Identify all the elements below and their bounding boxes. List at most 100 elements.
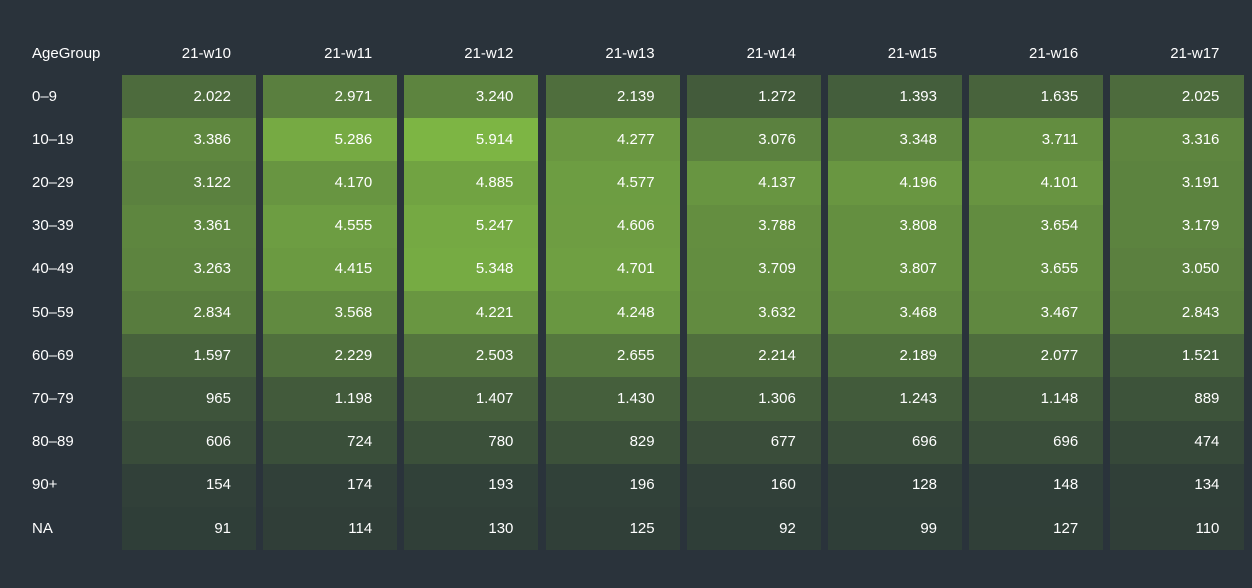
cell-value: 4.101	[1040, 174, 1079, 191]
cell-value: 2.022	[193, 87, 231, 105]
row-label-20–29: 20–29	[32, 174, 74, 191]
heatmap-cell	[122, 291, 256, 335]
heatmap-cell	[1110, 377, 1245, 421]
heatmap-cell	[1110, 75, 1245, 119]
heatmap-cell	[545, 75, 680, 119]
heatmap-cell	[404, 334, 539, 378]
cell-value: 125	[629, 519, 655, 537]
heatmap-cell	[263, 75, 398, 119]
cell-value: 1.393	[899, 87, 937, 105]
row-label-80–89: 80–89	[32, 433, 74, 451]
heatmap-cell	[263, 291, 398, 335]
heatmap-cell	[545, 507, 680, 551]
cell-value: 1.521	[1181, 346, 1220, 364]
heatmap-cell	[545, 118, 680, 162]
heatmap-cell	[969, 334, 1104, 378]
cell-value: 3.808	[899, 217, 937, 235]
heatmap-cell	[969, 118, 1104, 162]
row-label-30–39: 30–39	[32, 217, 74, 235]
heatmap-cell	[686, 75, 821, 119]
cell-value: 780	[488, 433, 514, 451]
heatmap-cell	[686, 291, 821, 335]
heatmap-cell	[969, 420, 1104, 464]
cell-value: 724	[347, 433, 373, 451]
row-label-50–59: 50–59	[32, 303, 74, 321]
cell-value: 3.467	[1040, 303, 1079, 321]
cell-value: 134	[1194, 476, 1220, 494]
cell-value: 4.555	[334, 217, 373, 235]
heatmap-cell	[404, 161, 539, 205]
cell-value: 3.788	[758, 217, 796, 235]
row-header-label: AgeGroup	[32, 45, 101, 62]
cell-value: 4.415	[334, 260, 373, 278]
heatmap-cell	[828, 507, 962, 551]
cell-value: 2.834	[193, 303, 231, 321]
heatmap-cell	[1110, 507, 1245, 551]
cell-value: 2.139	[617, 87, 655, 105]
cell-value: 3.709	[758, 260, 796, 278]
cell-value: 3.654	[1040, 217, 1079, 235]
cell-value: 4.701	[617, 260, 655, 278]
cell-value: 128	[911, 476, 937, 494]
cell-value: 4.606	[617, 217, 655, 235]
cell-value: 114	[348, 519, 373, 537]
column-header-21-w17: 21-w17	[1170, 45, 1220, 62]
heatmap-cell	[263, 204, 398, 248]
heatmap-cell	[545, 204, 680, 248]
cell-value: 5.286	[334, 130, 373, 148]
cell-value: 4.885	[475, 174, 514, 191]
heatmap-cell	[263, 507, 398, 551]
column-header-21-w14: 21-w14	[746, 45, 796, 62]
heatmap-cell	[969, 463, 1104, 507]
cell-value: 2.655	[617, 346, 655, 364]
heatmap-cell	[122, 334, 256, 378]
cell-value: 696	[1053, 433, 1079, 451]
cell-value: 4.137	[758, 174, 796, 191]
heatmap-cell	[828, 75, 962, 119]
heatmap-cell	[263, 463, 398, 507]
cell-value: 5.348	[475, 260, 514, 278]
cell-value: 2.971	[334, 87, 373, 105]
cell-value: 127	[1053, 519, 1079, 537]
heatmap-cell	[969, 291, 1104, 335]
heatmap-cell	[404, 507, 539, 551]
heatmap-cell	[828, 247, 962, 291]
heatmap-cell	[686, 420, 821, 464]
heatmap-cell	[969, 75, 1104, 119]
heatmap-cell	[1110, 334, 1245, 378]
cell-value: 2.189	[899, 346, 937, 364]
heatmap-cell	[686, 247, 821, 291]
cell-value: 148	[1053, 476, 1079, 494]
heatmap-cell	[686, 507, 821, 551]
heatmap-cell	[969, 204, 1104, 248]
heatmap-cell	[828, 463, 962, 507]
cell-value: 1.243	[899, 390, 937, 407]
cell-value: 3.122	[193, 174, 231, 191]
cell-value: 474	[1194, 433, 1220, 451]
heatmap-cell	[969, 377, 1104, 421]
heatmap-cell	[1110, 161, 1245, 205]
column-header-21-w15: 21-w15	[887, 45, 937, 62]
cell-value: 3.361	[193, 217, 231, 235]
column-header-21-w16: 21-w16	[1028, 45, 1079, 62]
heatmap-cell	[263, 334, 398, 378]
heatmap-cell	[404, 420, 539, 464]
heatmap-cell	[686, 204, 821, 248]
heatmap-cell	[828, 334, 962, 378]
cell-value: 4.170	[334, 174, 373, 191]
cell-value: 2.843	[1181, 303, 1220, 321]
heatmap-cell	[1110, 247, 1245, 291]
row-label-90+: 90+	[32, 476, 58, 494]
cell-value: 92	[779, 519, 796, 537]
cell-value: 606	[205, 433, 231, 451]
heatmap-cell	[263, 161, 398, 205]
heatmap-cell	[122, 377, 256, 421]
cell-value: 5.247	[475, 217, 514, 235]
row-label-10–19: 10–19	[32, 130, 74, 148]
heatmap-cell	[828, 291, 962, 335]
heatmap-cell	[122, 204, 256, 248]
heatmap-cell	[686, 334, 821, 378]
heatmap-cell	[404, 377, 539, 421]
heatmap-cell	[828, 420, 962, 464]
cell-value: 1.597	[193, 346, 231, 364]
